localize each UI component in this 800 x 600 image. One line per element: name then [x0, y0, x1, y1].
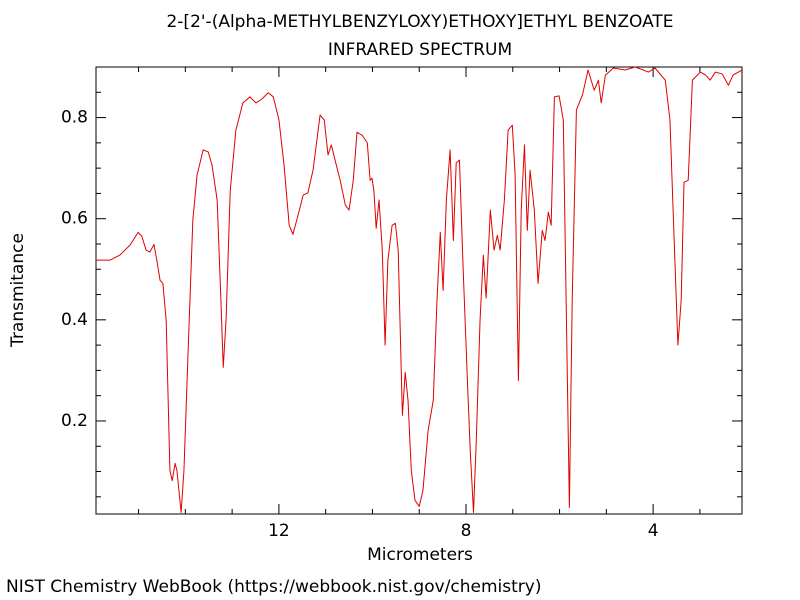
- plot-frame: [95, 66, 743, 515]
- x-tick-label: 8: [461, 521, 472, 541]
- x-tick-label: 4: [648, 521, 659, 541]
- y-tick-label: 0.2: [61, 411, 88, 431]
- chart-subtitle: INFRARED SPECTRUM: [328, 40, 512, 60]
- y-tick-label: 0.8: [61, 108, 88, 128]
- footer: NIST Chemistry WebBook (https://webbook.…: [6, 577, 541, 597]
- x-axis-label: Micrometers: [367, 545, 473, 565]
- chart-title: 2-[2'-(Alpha-METHYLBENZYLOXY)ETHOXY]ETHY…: [166, 12, 673, 32]
- y-axis-label: Transmitance: [8, 233, 28, 348]
- y-tick-label: 0.6: [61, 209, 88, 229]
- spectrum-line: [96, 66, 743, 513]
- y-tick-label: 0.4: [61, 310, 88, 330]
- x-tick-label: 12: [268, 521, 290, 541]
